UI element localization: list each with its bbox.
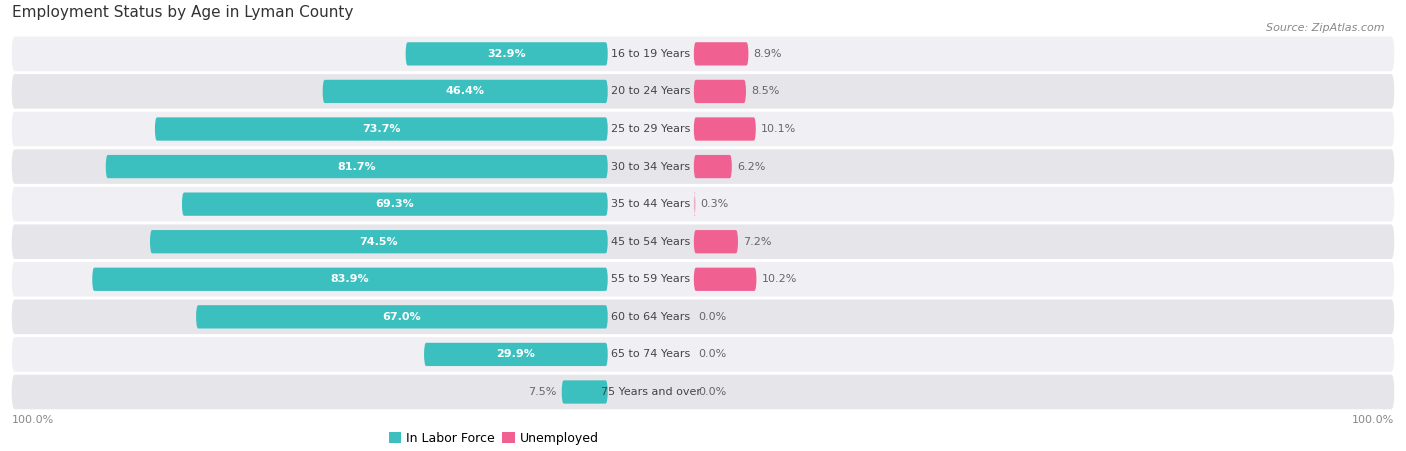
Text: 8.5%: 8.5%: [751, 87, 779, 97]
Text: 67.0%: 67.0%: [382, 312, 422, 322]
FancyBboxPatch shape: [11, 37, 1395, 71]
Text: 55 to 59 Years: 55 to 59 Years: [612, 274, 690, 284]
FancyBboxPatch shape: [561, 380, 607, 404]
Text: 32.9%: 32.9%: [488, 49, 526, 59]
Text: 73.7%: 73.7%: [363, 124, 401, 134]
Text: 45 to 54 Years: 45 to 54 Years: [612, 237, 690, 247]
Text: 0.0%: 0.0%: [699, 312, 727, 322]
Text: 69.3%: 69.3%: [375, 199, 415, 209]
Text: 65 to 74 Years: 65 to 74 Years: [612, 350, 690, 359]
FancyBboxPatch shape: [693, 155, 733, 178]
Text: 74.5%: 74.5%: [360, 237, 398, 247]
Text: 35 to 44 Years: 35 to 44 Years: [612, 199, 690, 209]
FancyBboxPatch shape: [11, 225, 1395, 259]
Text: 10.1%: 10.1%: [761, 124, 796, 134]
Text: 0.0%: 0.0%: [699, 350, 727, 359]
Text: 100.0%: 100.0%: [1353, 415, 1395, 425]
Text: 16 to 19 Years: 16 to 19 Years: [612, 49, 690, 59]
FancyBboxPatch shape: [105, 155, 607, 178]
Text: 10.2%: 10.2%: [762, 274, 797, 284]
FancyBboxPatch shape: [693, 230, 738, 253]
FancyBboxPatch shape: [93, 267, 607, 291]
Text: 0.0%: 0.0%: [699, 387, 727, 397]
FancyBboxPatch shape: [11, 112, 1395, 146]
Text: 20 to 24 Years: 20 to 24 Years: [612, 87, 690, 97]
Text: 0.3%: 0.3%: [700, 199, 728, 209]
FancyBboxPatch shape: [693, 193, 696, 216]
FancyBboxPatch shape: [322, 80, 607, 103]
Text: 100.0%: 100.0%: [11, 415, 53, 425]
Text: 83.9%: 83.9%: [330, 274, 370, 284]
FancyBboxPatch shape: [11, 262, 1395, 297]
Text: 7.2%: 7.2%: [742, 237, 772, 247]
Text: Source: ZipAtlas.com: Source: ZipAtlas.com: [1267, 23, 1385, 32]
FancyBboxPatch shape: [150, 230, 607, 253]
FancyBboxPatch shape: [693, 117, 756, 141]
FancyBboxPatch shape: [11, 299, 1395, 334]
FancyBboxPatch shape: [181, 193, 607, 216]
Text: 30 to 34 Years: 30 to 34 Years: [612, 161, 690, 171]
Legend: In Labor Force, Unemployed: In Labor Force, Unemployed: [384, 427, 605, 450]
FancyBboxPatch shape: [11, 149, 1395, 184]
FancyBboxPatch shape: [11, 187, 1395, 221]
Text: 6.2%: 6.2%: [737, 161, 765, 171]
FancyBboxPatch shape: [11, 337, 1395, 372]
Text: 8.9%: 8.9%: [754, 49, 782, 59]
Text: 81.7%: 81.7%: [337, 161, 375, 171]
FancyBboxPatch shape: [11, 74, 1395, 109]
FancyBboxPatch shape: [405, 42, 607, 65]
FancyBboxPatch shape: [693, 267, 756, 291]
FancyBboxPatch shape: [11, 375, 1395, 409]
Text: 60 to 64 Years: 60 to 64 Years: [612, 312, 690, 322]
Text: 75 Years and over: 75 Years and over: [600, 387, 700, 397]
Text: 29.9%: 29.9%: [496, 350, 536, 359]
Text: Employment Status by Age in Lyman County: Employment Status by Age in Lyman County: [11, 5, 353, 20]
FancyBboxPatch shape: [425, 343, 607, 366]
FancyBboxPatch shape: [155, 117, 607, 141]
Text: 7.5%: 7.5%: [529, 387, 557, 397]
FancyBboxPatch shape: [693, 80, 747, 103]
FancyBboxPatch shape: [195, 305, 607, 328]
Text: 25 to 29 Years: 25 to 29 Years: [612, 124, 690, 134]
FancyBboxPatch shape: [693, 42, 748, 65]
Text: 46.4%: 46.4%: [446, 87, 485, 97]
